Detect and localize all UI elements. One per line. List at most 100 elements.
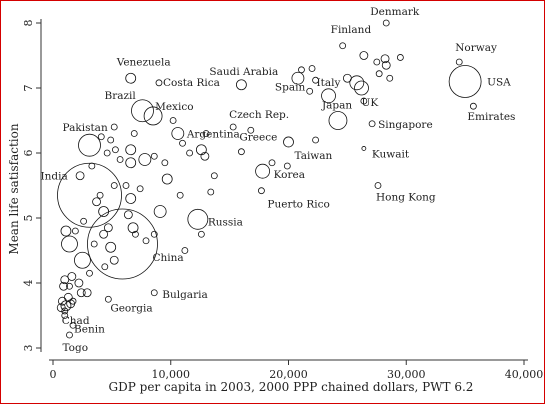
- data-point-russia: [187, 208, 209, 230]
- data-point: [103, 149, 111, 157]
- data-point: [105, 241, 117, 253]
- data-point: [132, 230, 139, 238]
- data-point: [125, 193, 137, 204]
- point-label-italy: Italy: [317, 77, 341, 89]
- point-label-bulgaria: Bulgaria: [162, 289, 207, 301]
- data-point: [116, 156, 124, 163]
- data-point: [210, 172, 218, 180]
- data-point: [58, 296, 67, 306]
- data-point: [80, 217, 88, 225]
- point-label-korea: Korea: [274, 169, 305, 181]
- data-point-japan: [328, 111, 348, 130]
- data-point: [109, 255, 119, 265]
- data-point: [92, 197, 101, 207]
- data-point: [112, 146, 119, 154]
- data-point-saudi-arabia: [235, 79, 247, 91]
- data-point: [396, 54, 404, 61]
- data-point: [207, 188, 215, 196]
- x-tick-label: 40,000: [505, 368, 544, 381]
- data-point-bulgaria: [150, 289, 158, 297]
- y-tick-label: 6: [22, 150, 35, 157]
- data-point-uk: [354, 80, 369, 96]
- data-point: [360, 97, 368, 105]
- data-point: [60, 300, 72, 312]
- data-point-pakistan: [78, 133, 101, 157]
- data-point: [195, 144, 207, 156]
- point-label-chad: Chad: [62, 315, 90, 327]
- point-label-pakistan: Pakistan: [63, 122, 108, 134]
- data-point-venezuela: [125, 72, 137, 84]
- data-point: [153, 205, 167, 218]
- data-point-korea: [255, 163, 270, 179]
- data-point: [342, 73, 352, 83]
- data-point: [142, 237, 150, 245]
- data-point-india: [57, 162, 122, 228]
- data-point: [110, 182, 118, 189]
- point-label-russia: Russia: [208, 216, 243, 228]
- point-label-kuwait: Kuwait: [372, 148, 410, 160]
- y-tick-label: 3: [22, 345, 35, 352]
- x-tick-label: 30,000: [387, 368, 426, 381]
- point-label-togo: Togo: [62, 342, 88, 354]
- data-point: [76, 288, 86, 298]
- data-point: [66, 282, 73, 290]
- point-labels: Denmark Finland Norway USA Emirates Saudi Ara…: [41, 6, 516, 354]
- y-tick-label: 4: [22, 280, 35, 287]
- point-label-argentina: Argentina: [186, 129, 240, 141]
- data-point: [110, 123, 118, 131]
- data-point: [60, 275, 70, 285]
- point-label-czech-rep: Czech Rep.: [229, 109, 289, 121]
- point-label-costa-rica: Costa Rica: [163, 77, 220, 89]
- data-point: [123, 210, 133, 220]
- data-point-georgia: [104, 295, 112, 303]
- data-point-mexico: [143, 106, 163, 126]
- x-axis-title: GDP per capita in 2003, 2000 PPP chained…: [109, 380, 474, 394]
- point-label-mexico: Mexico: [155, 101, 193, 113]
- y-tick-label: 5: [22, 215, 35, 222]
- data-point-china: [87, 208, 158, 280]
- data-point: [373, 58, 381, 66]
- data-point: [247, 126, 255, 134]
- data-point-emirates: [469, 102, 477, 110]
- data-point: [61, 312, 69, 319]
- data-point-singapore: [368, 120, 376, 128]
- data-point-kuwait: [361, 146, 367, 151]
- data-point: [86, 269, 93, 277]
- point-label-china: China: [152, 252, 183, 264]
- point-label-norway: Norway: [455, 42, 497, 54]
- x-tick-label: 10,000: [152, 368, 191, 381]
- point-label-taiwan: Taiwan: [295, 150, 333, 162]
- data-point: [101, 263, 109, 271]
- data-point: [125, 144, 137, 156]
- data-point: [176, 191, 184, 199]
- data-point: [138, 153, 152, 166]
- data-point-usa: [448, 65, 482, 98]
- point-label-emirates: Emirates: [467, 111, 515, 123]
- point-label-finland: Finland: [331, 24, 372, 36]
- data-point: [66, 299, 76, 309]
- data-point: [186, 149, 193, 157]
- y-axis-title: Mean life satisfaction: [7, 123, 21, 254]
- data-point: [359, 51, 369, 60]
- data-point: [125, 157, 137, 169]
- point-label-georgia: Georgia: [110, 302, 152, 314]
- point-label-greece: Greece: [239, 132, 277, 144]
- data-point: [181, 247, 189, 254]
- data-point: [75, 171, 85, 181]
- data-point: [312, 76, 319, 84]
- data-point-finland: [339, 42, 347, 50]
- data-point: [136, 185, 144, 193]
- data-point: [381, 60, 391, 70]
- point-label-usa: USA: [487, 77, 511, 89]
- data-point: [98, 206, 110, 217]
- data-point: [74, 278, 84, 288]
- data-points: [56, 19, 482, 339]
- y-tick-label: 7: [22, 85, 35, 92]
- point-label-saudi-arabia: Saudi Arabia: [209, 66, 278, 78]
- data-point: [312, 136, 319, 144]
- point-label-puerto-rico: Puerto Rico: [267, 199, 329, 211]
- point-label-india: India: [41, 170, 68, 182]
- data-point-brazil: [131, 99, 154, 123]
- data-point-costa-rica: [155, 79, 163, 87]
- data-point: [169, 117, 177, 124]
